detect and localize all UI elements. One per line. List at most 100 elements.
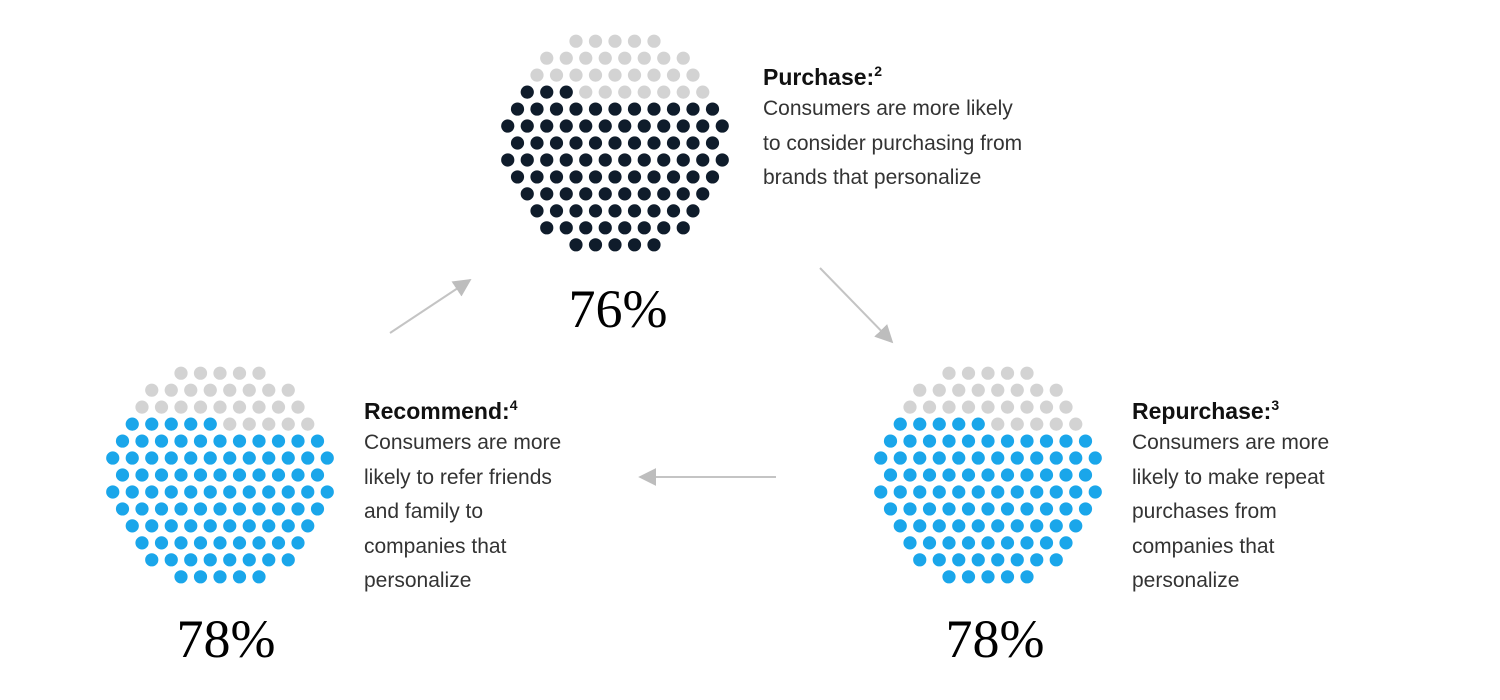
title-text: Purchase: (763, 64, 875, 90)
empty-dot (164, 383, 178, 397)
empty-dot (1049, 417, 1063, 431)
filled-dot (164, 451, 178, 465)
empty-dot (262, 383, 276, 397)
filled-dot (301, 519, 315, 533)
filled-dot (281, 451, 295, 465)
filled-dot (588, 204, 603, 218)
empty-dot (903, 400, 917, 414)
filled-dot (618, 221, 632, 235)
filled-dot (579, 153, 593, 167)
filled-dot (184, 417, 198, 431)
filled-dot (174, 468, 188, 482)
empty-dot (1059, 400, 1073, 414)
filled-dot (676, 221, 690, 235)
filled-dot (942, 434, 956, 448)
filled-dot (588, 102, 603, 116)
filled-dot (154, 468, 169, 482)
filled-dot (627, 102, 642, 116)
empty-dot (1000, 400, 1015, 414)
filled-dot (874, 485, 888, 499)
filled-dot (1000, 502, 1015, 516)
filled-dot (184, 519, 198, 533)
filled-dot (184, 485, 198, 499)
filled-dot (1030, 485, 1044, 499)
filled-dot (618, 153, 632, 167)
filled-dot (271, 468, 286, 482)
filled-dot (1039, 536, 1054, 550)
empty-dot (598, 51, 612, 65)
filled-dot (1069, 451, 1083, 465)
arrow (819, 267, 894, 344)
text-block: Repurchase:3 Consumers are more likely to… (1132, 396, 1357, 599)
filled-dot (252, 434, 266, 448)
filled-dot (893, 417, 907, 431)
empty-dot (676, 51, 690, 65)
filled-dot (154, 434, 169, 448)
filled-dot (569, 102, 583, 116)
filled-dot (310, 468, 325, 482)
empty-dot (618, 51, 632, 65)
filled-dot (223, 451, 237, 465)
filled-dot (1059, 468, 1073, 482)
filled-dot (164, 417, 178, 431)
filled-dot (320, 485, 334, 499)
percentage: 78% (945, 609, 1045, 669)
filled-dot (213, 570, 227, 584)
filled-dot (530, 102, 544, 116)
filled-dot (145, 417, 159, 431)
filled-dot (271, 502, 286, 516)
empty-dot (213, 400, 227, 414)
filled-dot (569, 170, 583, 184)
filled-dot (1069, 485, 1083, 499)
filled-dot (1020, 468, 1034, 482)
empty-dot (174, 366, 188, 380)
filled-dot (223, 553, 237, 567)
empty-dot (961, 366, 976, 380)
filled-dot (154, 536, 169, 550)
filled-dot (579, 187, 593, 201)
filled-dot (559, 187, 573, 201)
filled-dot (981, 570, 995, 584)
filled-dot (715, 153, 729, 167)
empty-dot (301, 417, 315, 431)
empty-dot (991, 417, 1005, 431)
empty-dot (281, 383, 295, 397)
empty-dot (540, 51, 554, 65)
filled-dot (893, 519, 907, 533)
filled-dot (510, 170, 525, 184)
filled-dot (942, 570, 956, 584)
filled-dot (193, 502, 208, 516)
filled-dot (193, 434, 208, 448)
empty-dot (262, 417, 276, 431)
filled-dot (627, 136, 642, 150)
filled-dot (952, 451, 966, 465)
empty-dot (598, 85, 612, 99)
filled-dot (115, 434, 130, 448)
filled-dot (1059, 502, 1073, 516)
filled-dot (232, 434, 247, 448)
empty-dot (981, 366, 995, 380)
filled-dot (510, 136, 525, 150)
filled-dot (1088, 451, 1102, 465)
empty-dot (1010, 383, 1024, 397)
filled-dot (657, 221, 671, 235)
filled-dot (608, 238, 622, 252)
dot-circle (501, 34, 729, 252)
filled-dot (213, 434, 227, 448)
filled-dot (281, 553, 295, 567)
filled-dot (520, 153, 534, 167)
empty-dot (932, 383, 946, 397)
filled-dot (952, 553, 966, 567)
filled-dot (676, 187, 690, 201)
filled-dot (627, 170, 642, 184)
filled-dot (647, 204, 661, 218)
filled-dot (686, 136, 700, 150)
filled-dot (135, 434, 149, 448)
filled-dot (164, 485, 178, 499)
empty-dot (223, 417, 237, 431)
filled-dot (501, 119, 515, 133)
empty-dot (913, 383, 927, 397)
filled-dot (588, 136, 603, 150)
filled-dot (559, 221, 573, 235)
